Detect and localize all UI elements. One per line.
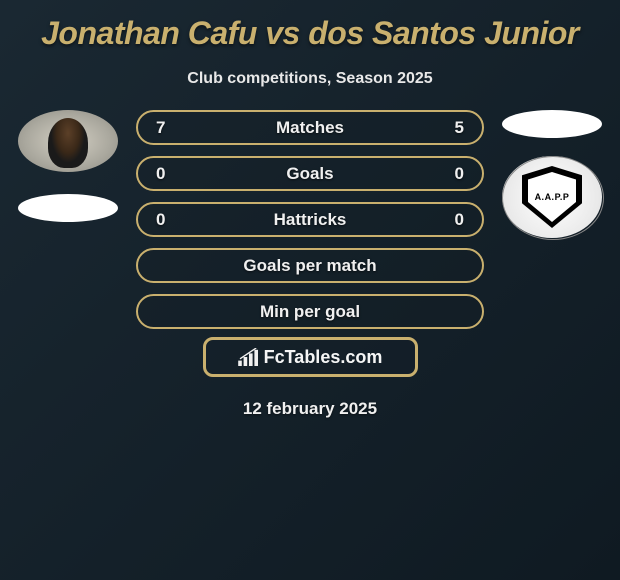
player-right-avatar xyxy=(502,110,602,138)
player-left-club-badge xyxy=(18,194,118,222)
comparison-title: Jonathan Cafu vs dos Santos Junior xyxy=(41,15,579,52)
stat-left-value: 7 xyxy=(156,118,176,138)
chart-icon xyxy=(238,348,260,366)
stats-column: 7 Matches 5 0 Goals 0 0 Hattricks 0 Goal… xyxy=(136,110,484,329)
stat-label: Matches xyxy=(276,118,344,138)
player-right-club-badge: A.A.P.P xyxy=(502,156,602,238)
right-player-column: A.A.P.P xyxy=(502,110,602,238)
stat-row-goals-per-match: Goals per match xyxy=(136,248,484,283)
site-logo-box: FcTables.com xyxy=(203,337,418,377)
stat-row-matches: 7 Matches 5 xyxy=(136,110,484,145)
stat-label: Min per goal xyxy=(260,302,360,322)
stat-row-hattricks: 0 Hattricks 0 xyxy=(136,202,484,237)
stat-row-min-per-goal: Min per goal xyxy=(136,294,484,329)
stat-left-value: 0 xyxy=(156,164,176,184)
stat-label: Goals xyxy=(286,164,333,184)
stat-right-value: 0 xyxy=(444,164,464,184)
shield-text: A.A.P.P xyxy=(535,192,570,202)
stat-right-value: 5 xyxy=(444,118,464,138)
site-logo-text: FcTables.com xyxy=(264,347,383,368)
main-content-row: 7 Matches 5 0 Goals 0 0 Hattricks 0 Goal… xyxy=(8,110,612,329)
player-left-avatar xyxy=(18,110,118,172)
stat-label: Hattricks xyxy=(274,210,347,230)
stat-label: Goals per match xyxy=(243,256,376,276)
shield-icon: A.A.P.P xyxy=(522,166,582,228)
stat-row-goals: 0 Goals 0 xyxy=(136,156,484,191)
comparison-date: 12 february 2025 xyxy=(243,399,377,419)
stat-right-value: 0 xyxy=(444,210,464,230)
left-player-column xyxy=(18,110,118,222)
stat-left-value: 0 xyxy=(156,210,176,230)
comparison-subtitle: Club competitions, Season 2025 xyxy=(187,70,432,88)
